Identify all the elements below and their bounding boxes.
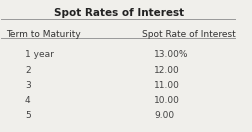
- Text: 9.00: 9.00: [153, 112, 174, 121]
- Text: Term to Maturity: Term to Maturity: [6, 30, 81, 39]
- Text: 5: 5: [25, 112, 30, 121]
- Text: 11.00: 11.00: [153, 81, 179, 90]
- Text: 1 year: 1 year: [25, 51, 53, 60]
- Text: Spot Rate of Interest: Spot Rate of Interest: [142, 30, 235, 39]
- Text: Spot Rates of Interest: Spot Rates of Interest: [54, 8, 183, 18]
- Text: 13.00%: 13.00%: [153, 51, 188, 60]
- Text: 3: 3: [25, 81, 30, 90]
- Text: 4: 4: [25, 96, 30, 105]
- Text: 10.00: 10.00: [153, 96, 179, 105]
- Text: 12.00: 12.00: [153, 66, 179, 75]
- Text: 2: 2: [25, 66, 30, 75]
